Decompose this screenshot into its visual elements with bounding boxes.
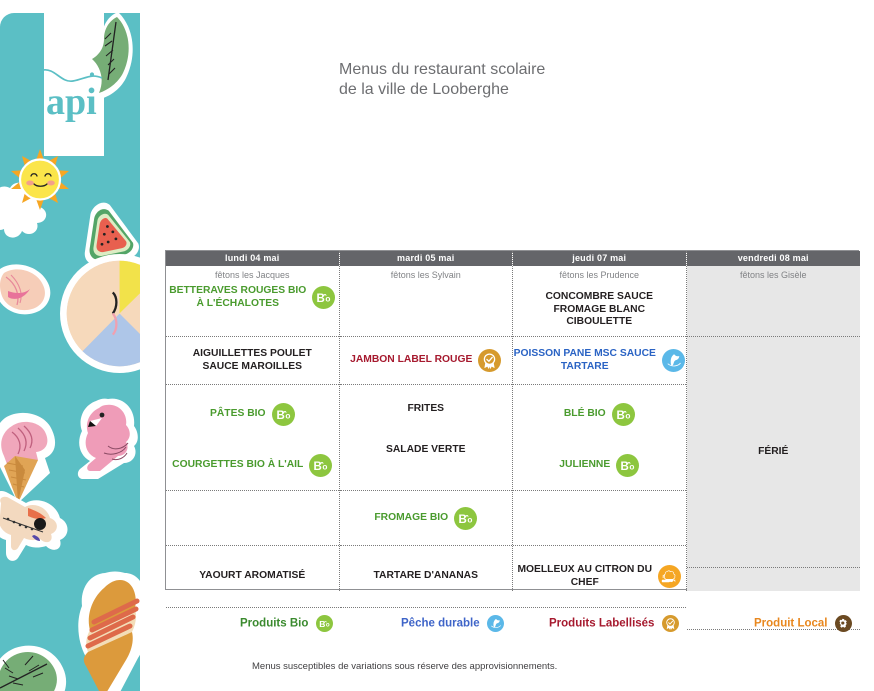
svg-text:B: B [319, 619, 325, 629]
svg-text:o: o [325, 622, 329, 629]
